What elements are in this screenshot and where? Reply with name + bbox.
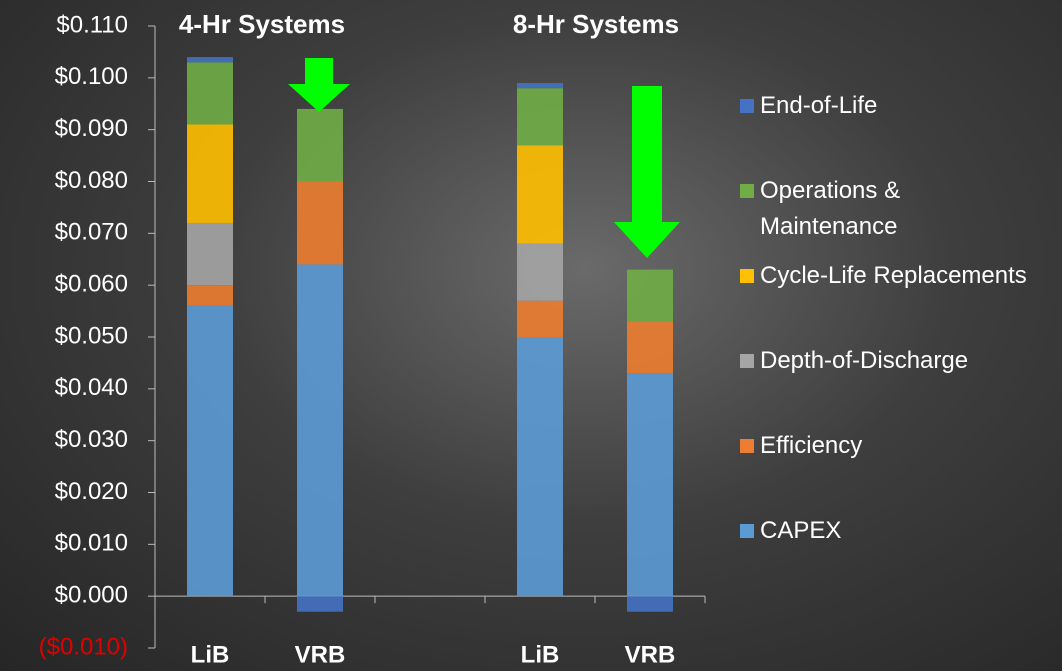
bar-segment — [517, 145, 563, 243]
group-title: 4-Hr Systems — [179, 9, 345, 39]
legend-label: End-of-Life — [760, 88, 877, 124]
x-tick-label: VRB — [625, 641, 676, 668]
y-tick-label: ($0.010) — [39, 633, 128, 660]
y-tick-label: $0.000 — [55, 582, 128, 609]
bar-segment — [517, 337, 563, 596]
y-tick-label: $0.080 — [55, 167, 128, 194]
bar-segment — [517, 88, 563, 145]
bar-segment — [187, 306, 233, 596]
bar-segment — [297, 182, 343, 265]
bar-segment — [627, 270, 673, 322]
y-tick-label: $0.020 — [55, 478, 128, 505]
y-tick-label: $0.010 — [55, 530, 128, 557]
arrow — [288, 58, 350, 112]
legend-swatch — [740, 269, 754, 283]
bar-segment — [517, 244, 563, 301]
y-tick-label: $0.070 — [55, 219, 128, 246]
y-tick-label: $0.040 — [55, 374, 128, 401]
legend-label: Depth-of-Discharge — [760, 343, 968, 379]
bar-segment — [517, 83, 563, 88]
arrows — [288, 58, 680, 258]
legend-label: Operations & Maintenance — [760, 173, 1040, 245]
bar-segment — [627, 596, 673, 612]
bar-segment — [297, 109, 343, 182]
bar-segment — [297, 596, 343, 612]
legend-swatch — [740, 184, 754, 198]
x-tick-label: LiB — [191, 641, 230, 668]
group-title: 8-Hr Systems — [513, 9, 679, 39]
legend-item: Depth-of-Discharge — [740, 343, 1040, 428]
y-tick-label: $0.060 — [55, 271, 128, 298]
y-tick-label: $0.030 — [55, 426, 128, 453]
bar-segment — [187, 285, 233, 306]
bar-segment — [517, 301, 563, 337]
legend-label: Efficiency — [760, 428, 862, 464]
bar-segment — [627, 321, 673, 373]
legend-swatch — [740, 354, 754, 368]
legend-item: Efficiency — [740, 428, 1040, 513]
legend: End-of-Life Operations & Maintenance Cycle… — [740, 88, 1040, 598]
legend-swatch — [740, 99, 754, 113]
x-tick-label: VRB — [295, 641, 346, 668]
legend-label: Cycle-Life Replacements — [760, 258, 1027, 294]
legend-item: Cycle-Life Replacements — [740, 258, 1040, 343]
chart-page: ($0.010) $0.000 $0.010 $0.020 $0.030 $0.040 $0… — [0, 0, 1062, 671]
legend-label: CAPEX — [760, 513, 841, 549]
legend-item: Operations & Maintenance — [740, 173, 1040, 258]
legend-item: End-of-Life — [740, 88, 1040, 173]
bar-segment — [187, 223, 233, 285]
y-tick-label: $0.050 — [55, 322, 128, 349]
legend-swatch — [740, 439, 754, 453]
legend-swatch — [740, 524, 754, 538]
y-tick-label: $0.100 — [55, 63, 128, 90]
arrow — [614, 86, 680, 258]
bar-segment — [187, 57, 233, 62]
legend-item: CAPEX — [740, 513, 1040, 598]
bar-segment — [187, 124, 233, 222]
bar-segment — [297, 264, 343, 596]
bar-segment — [187, 62, 233, 124]
bar-segment — [627, 373, 673, 596]
y-tick-label: $0.110 — [56, 11, 128, 38]
x-tick-label: LiB — [521, 641, 560, 668]
y-tick-label: $0.090 — [55, 115, 128, 142]
